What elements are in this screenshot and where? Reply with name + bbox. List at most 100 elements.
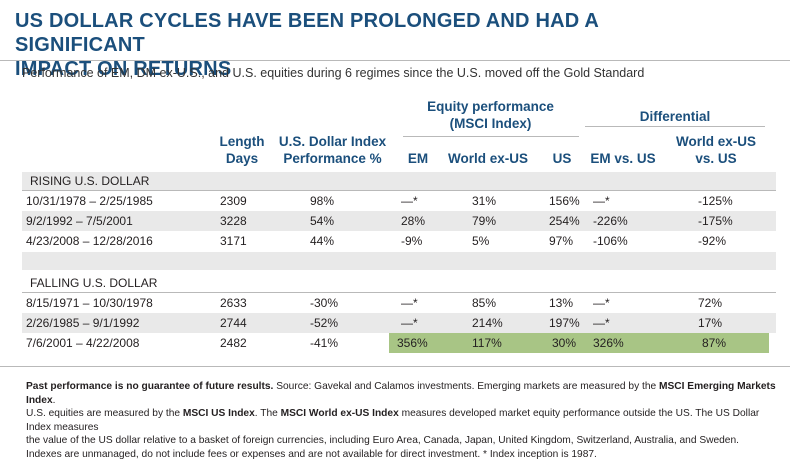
usd-header: U.S. Dollar Index Performance % — [270, 133, 395, 167]
period-cell: 8/15/1971 – 10/30/1978 — [26, 296, 153, 310]
world-vs-us-cell: -125% — [698, 194, 733, 208]
table-row: 7/6/2001 – 4/22/2008 2482 -41% 356% 117%… — [22, 333, 776, 353]
footnote-text: measures developed market equity perform… — [26, 408, 760, 433]
length-cell: 3171 — [220, 234, 247, 248]
em-cell: -9% — [401, 234, 423, 248]
equity-group-header: Equity performance (MSCI Index) — [398, 98, 583, 132]
rising-section-band — [22, 172, 776, 190]
world-vs-us-cell: -92% — [698, 234, 727, 248]
em-cell: 28% — [401, 214, 426, 228]
table-row: 10/31/1978 – 2/25/1985 2309 98% —* 31% 1… — [22, 191, 776, 211]
us-cell: 30% — [552, 336, 577, 350]
us-cell: 197% — [549, 316, 580, 330]
footnote-line-2: U.S. equities are measured by the MSCI U… — [26, 407, 776, 434]
em-vs-us-cell: —* — [593, 316, 610, 330]
usd-cell: -41% — [310, 336, 339, 350]
em-vs-us-cell: 326% — [593, 336, 624, 350]
highlight-band — [389, 333, 769, 353]
world-cell: 31% — [472, 194, 497, 208]
world-cell: 79% — [472, 214, 497, 228]
em-cell: —* — [401, 296, 418, 310]
em-cell: —* — [401, 316, 418, 330]
us-cell: 254% — [549, 214, 580, 228]
period-cell: 9/2/1992 – 7/5/2001 — [26, 214, 133, 228]
footnote-index-name: MSCI Emerging Markets Index — [26, 381, 776, 406]
footnote-text: Source: Gavekal and Calamos investments.… — [273, 381, 659, 392]
subtitle: Performance of EM, DM ex-U.S., and U.S. … — [22, 66, 645, 80]
length-cell: 3228 — [220, 214, 247, 228]
world-cell: 117% — [472, 336, 502, 350]
world-vs-us-cell: 17% — [698, 316, 723, 330]
footnote-index-name: MSCI World ex-US Index — [280, 408, 399, 420]
world-header: World ex-US — [447, 151, 528, 166]
em-cell: —* — [401, 194, 418, 208]
em-vs-us-cell: —* — [593, 296, 610, 310]
usd-cell: -52% — [310, 316, 339, 330]
footnote-divider — [0, 366, 790, 367]
em-vs-us-cell: —* — [593, 194, 610, 208]
equity-header-line-2: (MSCI Index) — [449, 116, 532, 131]
equity-header-line-1: Equity performance — [427, 99, 554, 114]
world-vs-us-cell: 72% — [698, 296, 723, 310]
differential-group-underline — [585, 126, 765, 127]
footnote-text: . — [52, 394, 56, 406]
em-header: EM — [407, 151, 429, 166]
world-vs-us-header-line-1: World ex-US — [675, 134, 756, 149]
title-divider — [0, 60, 790, 61]
usd-header-line-1: U.S. Dollar Index — [278, 134, 387, 149]
equity-group-underline — [403, 136, 579, 137]
length-header: Length Days — [212, 133, 272, 167]
footnote-index-name: MSCI US Index — [182, 408, 255, 420]
em-vs-us-cell: -226% — [593, 214, 628, 228]
footnote-line-4: Indexes are unmanaged, do not include fe… — [26, 448, 597, 460]
rising-section-divider — [22, 190, 776, 191]
length-cell: 2633 — [220, 296, 247, 310]
us-cell: 156% — [549, 194, 580, 208]
section-spacer — [22, 252, 776, 270]
us-cell: 97% — [549, 234, 574, 248]
usd-cell: -30% — [310, 296, 339, 310]
period-cell: 4/23/2008 – 12/28/2016 — [26, 234, 153, 248]
title-line-1: US DOLLAR CYCLES HAVE BEEN PROLONGED AND… — [15, 10, 599, 56]
world-cell: 5% — [472, 234, 490, 248]
usd-cell: 44% — [310, 234, 335, 248]
page-title: US DOLLAR CYCLES HAVE BEEN PROLONGED AND… — [15, 9, 715, 81]
footnote-text: U.S. equities are measured by the — [26, 408, 183, 420]
table-row: 9/2/1992 – 7/5/2001 3228 54% 28% 79% 254… — [22, 211, 776, 231]
usd-cell: 54% — [310, 214, 335, 228]
em-vs-us-header: EM vs. US — [590, 151, 656, 166]
falling-section-label: FALLING U.S. DOLLAR — [30, 276, 158, 290]
length-cell: 2482 — [220, 336, 247, 350]
us-header: US — [552, 151, 572, 166]
world-vs-us-cell: -175% — [698, 214, 733, 228]
length-cell: 2309 — [220, 194, 247, 208]
length-cell: 2744 — [220, 316, 247, 330]
em-cell: 356% — [397, 336, 428, 350]
world-cell: 214% — [472, 316, 503, 330]
period-cell: 7/6/2001 – 4/22/2008 — [26, 336, 140, 350]
length-header-line-2: Days — [225, 151, 259, 166]
footnote: Past performance is no guarantee of futu… — [26, 380, 776, 462]
table-row: 4/23/2008 – 12/28/2016 3171 44% -9% 5% 9… — [22, 231, 776, 251]
period-cell: 2/26/1985 – 9/1/1992 — [26, 316, 140, 330]
disclaimer-bold: Past performance is no guarantee of futu… — [26, 381, 274, 392]
world-vs-us-cell: 87% — [702, 336, 727, 350]
table-row: 8/15/1971 – 10/30/1978 2633 -30% —* 85% … — [22, 293, 776, 313]
footnote-text: . The — [254, 408, 281, 420]
footnote-line-1: Past performance is no guarantee of futu… — [26, 380, 776, 407]
falling-section-divider — [22, 292, 776, 293]
title-line-2: IMPACT ON RETURNS — [15, 58, 232, 80]
differential-group-header: Differential — [639, 109, 711, 124]
em-vs-us-cell: -106% — [593, 234, 628, 248]
world-vs-us-header-line-2: vs. US — [695, 151, 737, 166]
usd-header-line-2: Performance % — [283, 151, 382, 166]
world-vs-us-header: World ex-US vs. US — [666, 133, 766, 167]
table-row: 2/26/1985 – 9/1/1992 2744 -52% —* 214% 1… — [22, 313, 776, 333]
period-cell: 10/31/1978 – 2/25/1985 — [26, 194, 153, 208]
length-header-line-1: Length — [219, 134, 265, 149]
footnote-line-3: the value of the US dollar relative to a… — [26, 435, 739, 447]
world-cell: 85% — [472, 296, 497, 310]
usd-cell: 98% — [310, 194, 335, 208]
us-cell: 13% — [549, 296, 574, 310]
rising-section-label: RISING U.S. DOLLAR — [30, 174, 150, 188]
